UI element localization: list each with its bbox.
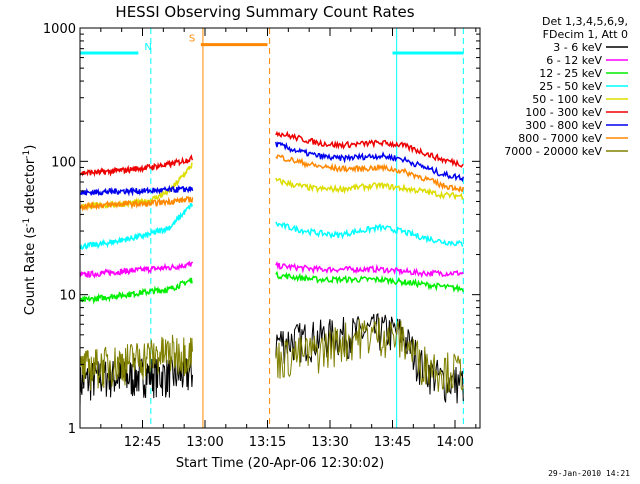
series-line-8-pre xyxy=(79,334,193,391)
y-axis-label-prefix: Count Rate (s xyxy=(23,227,38,316)
legend-label-7: 800 - 7000 keV xyxy=(518,132,602,145)
x-tick-label-5: 14:00 xyxy=(436,435,473,450)
plot-layer: NS xyxy=(79,28,465,428)
axis-layer: 1 10 100 1000 12:45 13:00 13:15 13:30 13:45 14:00 xyxy=(43,22,481,450)
series-line-4-post xyxy=(275,177,464,201)
series-line-1-pre xyxy=(79,260,194,279)
series-line-0-post xyxy=(275,312,464,404)
series-line-2-pre xyxy=(79,277,193,305)
plot-frame xyxy=(79,27,481,429)
y-axis-label-sup1: -1 xyxy=(22,218,32,227)
x-tick-label-0: 12:45 xyxy=(124,435,161,450)
y-tick-label-3: 1000 xyxy=(43,22,76,37)
legend: Det 1,3,4,5,6,9,FDecim 1, Att 03 - 6 keV… xyxy=(504,15,628,158)
y-tick-label-2: 100 xyxy=(51,155,76,170)
legend-label-3: 25 - 50 keV xyxy=(539,80,602,93)
flag-label-S: S xyxy=(189,34,195,45)
legend-label-6: 300 - 800 keV xyxy=(525,119,602,132)
y-axis-label-sup2: -1 xyxy=(22,150,32,159)
series-line-7-pre xyxy=(79,195,194,212)
y-axis-label-mid: detector xyxy=(23,158,38,218)
legend-label-1: 6 - 12 keV xyxy=(546,54,602,67)
legend-header-0: Det 1,3,4,5,6,9, xyxy=(542,15,628,28)
x-tick-label-2: 13:15 xyxy=(249,435,286,450)
flag-label-N: N xyxy=(144,42,151,53)
legend-label-0: 3 - 6 keV xyxy=(553,41,602,54)
series-line-7-post xyxy=(275,154,465,193)
chart-title: HESSI Observing Summary Count Rates xyxy=(115,3,414,21)
y-tick-label-0: 1 xyxy=(68,422,76,437)
legend-label-2: 12 - 25 keV xyxy=(539,67,602,80)
series-line-3-post xyxy=(275,221,464,247)
x-axis-label: Start Time (20-Apr-06 12:30:02) xyxy=(176,456,384,471)
legend-header-1: FDecim 1, Att 0 xyxy=(543,28,628,41)
y-axis-label-suffix: ) xyxy=(23,145,38,150)
series-line-2-post xyxy=(275,270,465,294)
series-line-8-post xyxy=(275,317,464,394)
x-tick-label-1: 13:00 xyxy=(186,435,223,450)
series-line-5-post xyxy=(275,130,464,168)
y-axis-label: Count Rate (s-1 detector-1) xyxy=(22,145,38,316)
footer-timestamp: 29-Jan-2010 14:21 xyxy=(548,469,630,478)
x-tick-label-4: 13:45 xyxy=(374,435,411,450)
series-line-3-pre xyxy=(79,202,194,250)
legend-label-5: 100 - 300 keV xyxy=(525,106,602,119)
legend-label-8: 7000 - 20000 keV xyxy=(504,145,602,158)
series-line-1-post xyxy=(275,261,464,279)
series-line-6-post xyxy=(275,141,465,183)
series-line-6-pre xyxy=(79,184,194,197)
y-tick-label-1: 10 xyxy=(59,289,76,304)
x-tick-label-3: 13:30 xyxy=(311,435,348,450)
series-line-5-pre xyxy=(79,154,194,178)
legend-label-4: 50 - 100 keV xyxy=(532,93,602,106)
